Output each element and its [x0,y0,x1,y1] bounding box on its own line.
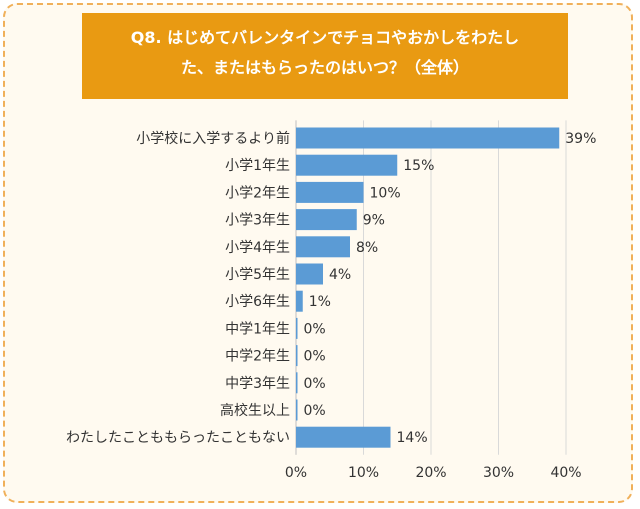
data-label: 8% [356,240,378,256]
bar [296,290,303,312]
chart-title-line-1: Q8. はじめてバレンタインでチョコやおかしをわたし [130,28,520,47]
bar [296,345,298,367]
x-tick-label: 40% [550,465,581,481]
x-tick-label: 10% [348,465,379,481]
data-label: 1% [309,294,331,310]
category-label: 高校生以上 [220,402,290,419]
x-tick-label: 30% [483,465,514,481]
category-label: 小学3年生 [225,213,290,229]
data-label: 0% [304,321,326,337]
bar [296,209,357,231]
category-label: 中学3年生 [225,376,290,392]
data-label: 10% [370,185,401,201]
bar [296,399,298,421]
data-label: 15% [403,158,434,174]
category-label: 小学2年生 [225,185,290,201]
data-label: 9% [363,213,385,229]
chart-title-box: Q8. はじめてバレンタインでチョコやおかしをわたし た、またはもらったのはいつ… [82,13,568,99]
x-tick-label: 0% [285,465,307,481]
x-tick-label: 20% [415,465,446,481]
category-label: 小学1年生 [225,158,290,174]
bar [296,154,398,176]
bar [296,426,391,448]
data-label: 0% [304,349,326,365]
category-label: 小学校に入学するより前 [136,130,290,147]
bar [296,317,298,339]
category-label: 中学1年生 [225,321,290,337]
category-label: 小学4年生 [225,240,290,256]
category-label: 小学5年生 [225,267,290,283]
category-label: わたしたことももらったこともない [66,430,290,446]
data-label: 0% [304,403,326,419]
bar [296,372,298,394]
data-label: 39% [565,131,596,147]
data-label: 14% [397,430,428,446]
chart-title-line-2: た、またはもらったのはいつ？（全体） [180,58,469,77]
data-label: 4% [329,267,351,283]
category-label: 小学6年生 [225,294,290,310]
bar [296,127,560,149]
bar [296,181,364,203]
bar [296,263,323,285]
category-label: 中学2年生 [225,349,290,365]
data-label: 0% [304,376,326,392]
bar [296,236,350,258]
